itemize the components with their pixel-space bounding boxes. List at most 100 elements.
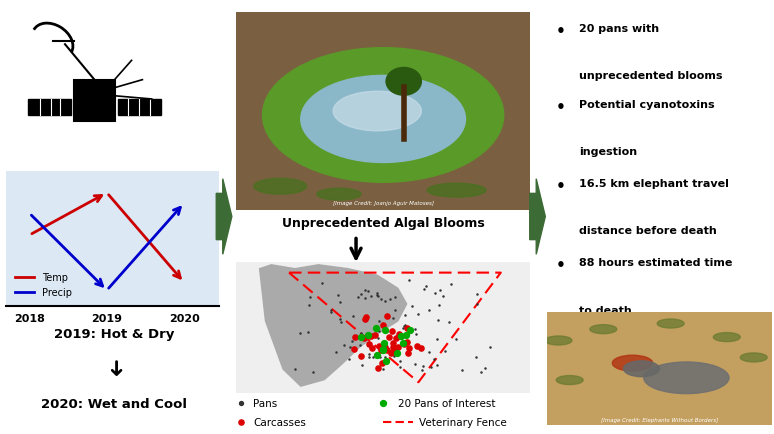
Point	[351, 294, 364, 301]
Point	[348, 334, 361, 341]
Ellipse shape	[714, 333, 740, 342]
Point	[363, 341, 375, 348]
Point	[430, 335, 443, 342]
Ellipse shape	[590, 325, 617, 334]
Text: Unprecedented Algal Blooms: Unprecedented Algal Blooms	[282, 217, 485, 230]
Point	[303, 302, 316, 309]
Point	[430, 362, 443, 368]
Ellipse shape	[545, 336, 572, 345]
Point	[471, 301, 483, 308]
Point	[358, 335, 370, 342]
Point	[399, 312, 411, 319]
Point	[393, 343, 406, 350]
Point	[396, 333, 408, 340]
Point	[379, 326, 392, 333]
Bar	[118, 100, 161, 116]
Point	[376, 359, 389, 366]
Point	[437, 293, 450, 300]
Point	[409, 361, 422, 368]
Point	[410, 342, 423, 349]
Point	[415, 345, 427, 352]
Point	[392, 344, 405, 351]
Point	[377, 347, 389, 354]
Point	[360, 314, 372, 321]
Ellipse shape	[262, 49, 504, 183]
Point	[379, 297, 392, 304]
Text: •: •	[557, 179, 566, 194]
Point	[365, 333, 377, 340]
Point	[369, 332, 382, 339]
Point	[363, 351, 375, 358]
Point	[457, 367, 469, 374]
Point	[475, 369, 488, 376]
Text: Veterinary Fence: Veterinary Fence	[420, 417, 507, 427]
Point	[385, 328, 398, 335]
Text: [Image Credit: Joanjo Aguir Matoses]: [Image Credit: Joanjo Aguir Matoses]	[333, 201, 433, 206]
Point	[361, 332, 374, 339]
Point	[389, 294, 401, 301]
Point	[331, 292, 344, 299]
Point	[428, 355, 440, 362]
Point	[398, 341, 410, 348]
Text: 16.5 km elephant travel: 16.5 km elephant travel	[579, 179, 728, 189]
Point	[359, 286, 372, 293]
Ellipse shape	[644, 362, 729, 394]
Point	[399, 322, 411, 329]
Point	[348, 346, 361, 353]
Point	[380, 358, 392, 365]
Polygon shape	[259, 265, 406, 386]
Point	[409, 331, 422, 338]
Ellipse shape	[657, 319, 684, 328]
Point	[398, 322, 410, 329]
Point	[401, 339, 413, 345]
Point	[354, 352, 367, 359]
Point	[372, 365, 385, 372]
Point	[302, 329, 314, 336]
Point	[403, 327, 416, 334]
Point	[375, 296, 388, 302]
Point	[293, 330, 306, 337]
Text: distance before death: distance before death	[579, 226, 717, 236]
Point	[381, 313, 393, 320]
Point	[423, 349, 435, 356]
FancyArrow shape	[529, 179, 546, 255]
Point	[304, 294, 317, 301]
Point	[372, 327, 385, 334]
Point	[354, 342, 366, 349]
Bar	[74, 80, 115, 122]
Point	[433, 301, 445, 308]
Text: ➜: ➜	[104, 358, 124, 377]
Point	[366, 345, 378, 352]
Point	[387, 340, 399, 347]
Point	[396, 325, 409, 332]
Point	[388, 347, 400, 354]
Point	[371, 352, 383, 359]
Ellipse shape	[254, 179, 307, 195]
Point	[393, 358, 406, 365]
Point	[354, 334, 367, 341]
Text: Potential cyanotoxins: Potential cyanotoxins	[579, 100, 714, 110]
Point	[342, 356, 354, 363]
Point	[372, 293, 384, 300]
Text: 20 Pans of Interest: 20 Pans of Interest	[398, 398, 495, 408]
Point	[393, 331, 406, 338]
Ellipse shape	[317, 189, 361, 201]
Point	[396, 340, 409, 347]
Point	[403, 345, 416, 352]
Point	[423, 307, 435, 314]
Point	[337, 342, 350, 349]
Point	[418, 286, 430, 293]
Point	[344, 344, 356, 351]
Ellipse shape	[427, 184, 486, 197]
Point	[363, 354, 375, 361]
Point	[346, 337, 358, 344]
Point	[381, 347, 393, 354]
Point	[386, 344, 399, 351]
Point	[358, 295, 371, 302]
Point	[390, 335, 402, 342]
Point	[417, 362, 430, 369]
Point	[379, 358, 392, 365]
Point	[387, 315, 399, 322]
Text: •: •	[557, 24, 566, 39]
Point	[374, 354, 386, 361]
